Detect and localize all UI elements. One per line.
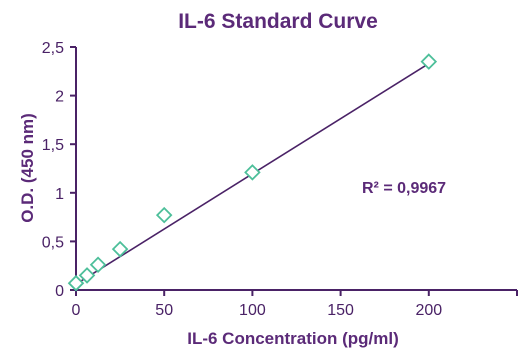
y-tick-label: 0,5	[42, 234, 64, 251]
x-tick-label: 50	[155, 302, 173, 319]
data-point	[111, 240, 129, 258]
y-axis-label: O.D. (450 nm)	[18, 113, 37, 223]
data-point	[78, 267, 96, 284]
axes	[71, 47, 517, 295]
data-point	[244, 164, 261, 181]
r-squared-annotation: R² = 0,9967	[362, 180, 446, 197]
y-tick-label: 0	[55, 283, 64, 300]
data-point	[420, 53, 438, 70]
data-point	[67, 274, 85, 292]
y-tick-label: 1,5	[42, 137, 64, 154]
y-tick-label: 2	[55, 89, 64, 106]
x-axis-label: IL-6 Concentration (pg/ml)	[187, 329, 399, 348]
x-tick-label: 150	[327, 302, 354, 319]
ticks: 0 50 100 150 200 0 0,5 1 1,5 2 2,5	[42, 40, 518, 319]
y-tick-label: 2,5	[42, 40, 64, 57]
data-point	[89, 256, 107, 274]
x-tick-label: 0	[72, 302, 81, 319]
chart-title: IL-6 Standard Curve	[178, 10, 378, 33]
data-point	[155, 206, 173, 224]
data-points	[67, 53, 438, 292]
x-tick-label: 100	[239, 302, 266, 319]
y-tick-label: 1	[55, 186, 64, 203]
x-tick-label: 200	[415, 302, 442, 319]
